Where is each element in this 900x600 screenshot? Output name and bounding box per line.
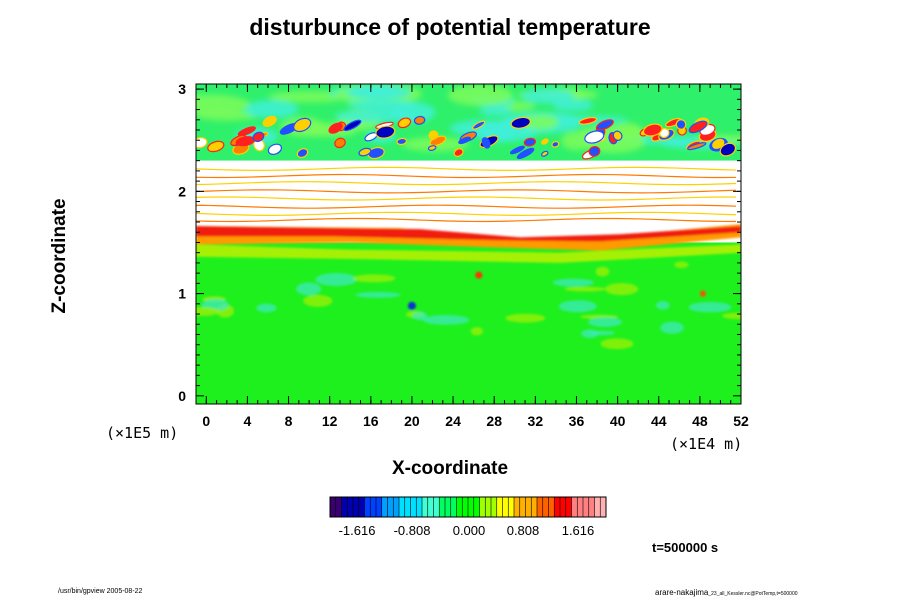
colorbar-swatch	[554, 497, 561, 517]
colorbar-swatch	[508, 497, 515, 517]
colorbar-tick-label: 1.616	[562, 523, 595, 538]
colorbar-swatch	[370, 497, 377, 517]
colorbar-swatch	[479, 497, 486, 517]
colorbar-swatch	[341, 497, 348, 517]
colorbar-swatch	[416, 497, 423, 517]
colorbar-frame	[329, 496, 607, 518]
colorbar-swatch	[393, 497, 400, 517]
y-tick-label: 0	[178, 388, 186, 404]
colorbar-tick-label: -1.616	[339, 523, 376, 538]
colorbar-swatch	[531, 497, 538, 517]
x-tick-label: 24	[445, 413, 461, 429]
x-tick-label: 52	[733, 413, 749, 429]
colorbar-swatch	[565, 497, 572, 517]
colorbar-swatch	[594, 497, 601, 517]
colorbar-swatch	[519, 497, 526, 517]
x-tick-label: 16	[363, 413, 379, 429]
colorbar-swatch	[571, 497, 578, 517]
colorbar-swatch	[427, 497, 434, 517]
heatmap-field	[196, 84, 741, 404]
colorbar-swatch	[542, 497, 549, 517]
y-unit-label: (×1E5 m)	[106, 424, 178, 442]
y-axis-label: Z-coordinate	[49, 198, 70, 314]
colorbar-tick-label: 0.808	[507, 523, 540, 538]
y-tick-label: 1	[178, 286, 186, 302]
colorbar-swatch	[577, 497, 584, 517]
plot-frame	[195, 83, 742, 405]
colorbar-swatch	[330, 497, 337, 517]
y-axis: 0 1 2 3	[178, 81, 741, 404]
colorbar-swatch	[496, 497, 503, 517]
colorbar-swatch	[439, 497, 446, 517]
colorbar-swatch	[404, 497, 411, 517]
colorbar-swatch	[473, 497, 480, 517]
colorbar-swatch	[525, 497, 532, 517]
time-annotation: t=500000 s	[652, 540, 719, 555]
colorbar-swatch	[560, 497, 567, 517]
x-tick-label: 36	[569, 413, 585, 429]
warm-inversion	[196, 224, 741, 263]
colorbar-tick-label: -0.808	[394, 523, 431, 538]
overflow-streaks	[196, 166, 737, 223]
layer-lower	[196, 242, 741, 404]
colorbar-swatch	[353, 497, 360, 517]
x-axis: 0 4 8 12 16 20 24 28 32 36 40 44 48 52	[202, 84, 749, 429]
y-tick-label: 2	[178, 183, 186, 199]
chart-title: disturbunce of potential temperature	[249, 14, 651, 40]
upper-eddies	[196, 115, 737, 160]
colorbar-swatch	[491, 497, 498, 517]
colorbar-swatch	[422, 497, 429, 517]
colorbar-swatch	[387, 497, 394, 517]
x-unit-label: (×1E4 m)	[670, 435, 742, 453]
footer-source-main: arare-nakajima	[655, 588, 709, 597]
colorbar-swatch	[445, 497, 452, 517]
colorbar-swatch	[410, 497, 417, 517]
colorbar-swatch	[514, 497, 521, 517]
colorbar-swatch	[358, 497, 365, 517]
colorbar-swatch	[433, 497, 440, 517]
x-tick-label: 0	[202, 413, 210, 429]
x-tick-label: 20	[404, 413, 420, 429]
colorbar: -1.616 -0.808 0.000 0.808 1.616	[329, 496, 607, 538]
colorbar-swatch	[583, 497, 590, 517]
x-tick-label: 8	[285, 413, 293, 429]
colorbar-swatch	[347, 497, 354, 517]
x-tick-label: 40	[610, 413, 626, 429]
colorbar-swatch	[399, 497, 406, 517]
colorbar-swatch	[485, 497, 492, 517]
x-tick-label: 12	[322, 413, 338, 429]
colorbar-swatch	[468, 497, 475, 517]
colorbar-swatch	[588, 497, 595, 517]
colorbar-swatch	[364, 497, 371, 517]
x-tick-label: 44	[651, 413, 667, 429]
colorbar-swatch	[600, 497, 607, 517]
colorbar-tick-label: 0.000	[453, 523, 486, 538]
x-tick-label: 4	[244, 413, 252, 429]
x-tick-label: 48	[692, 413, 708, 429]
colorbar-swatch	[548, 497, 555, 517]
colorbar-swatch	[456, 497, 463, 517]
colorbar-swatch	[381, 497, 388, 517]
lower-features	[196, 261, 741, 350]
y-tick-label: 3	[178, 81, 186, 97]
colorbar-swatch	[450, 497, 457, 517]
colorbar-swatch	[376, 497, 383, 517]
colorbar-swatch	[462, 497, 469, 517]
colorbar-swatch	[335, 497, 342, 517]
colorbar-swatch	[502, 497, 509, 517]
x-tick-label: 32	[528, 413, 544, 429]
footer-source: arare-nakajima_23_all_Kessler.nc@PotTemp…	[655, 588, 798, 597]
x-tick-label: 28	[486, 413, 502, 429]
footer-command: /usr/bin/gpview 2005-08-22	[58, 588, 143, 595]
x-axis-label: X-coordinate	[391, 458, 509, 479]
colorbar-swatch	[537, 497, 544, 517]
footer-source-sub: _23_all_Kessler.nc@PotTemp,t=500000	[708, 591, 798, 597]
